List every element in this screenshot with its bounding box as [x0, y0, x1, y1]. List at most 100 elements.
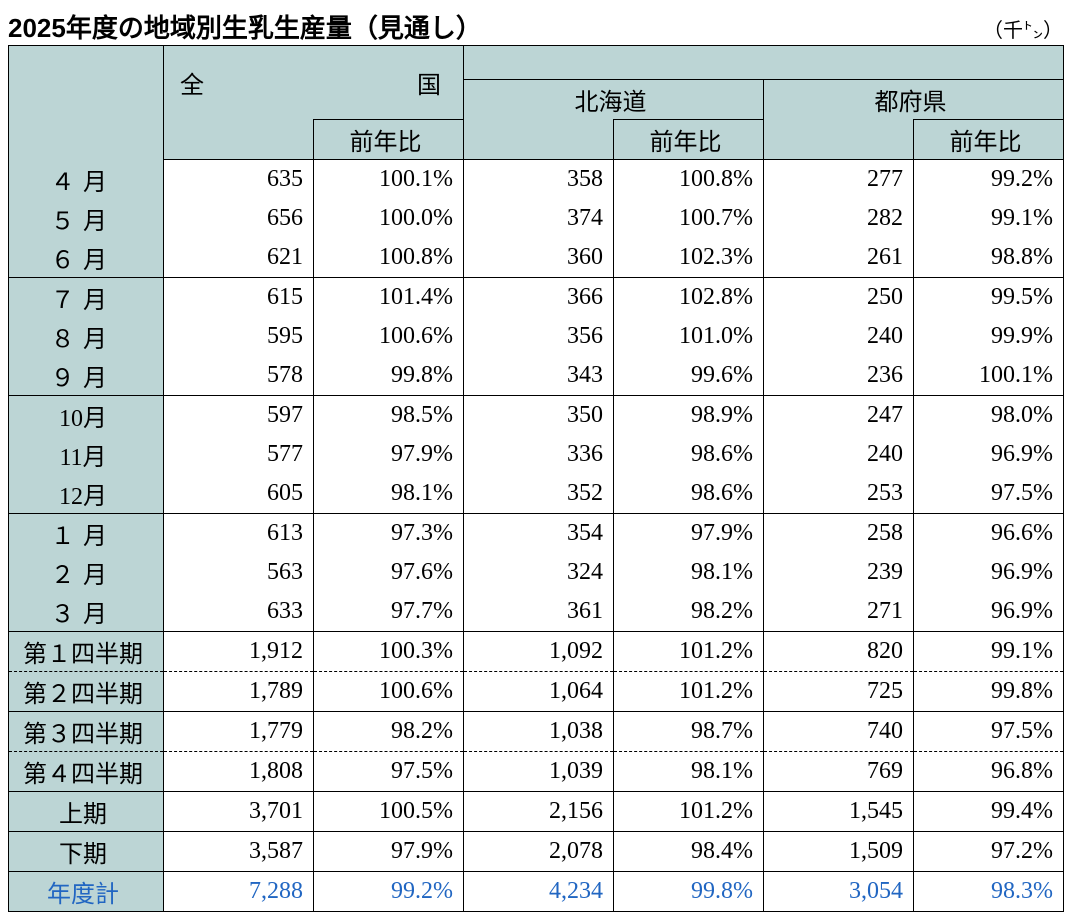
cell: 356	[464, 317, 614, 356]
cell: 250	[764, 277, 914, 317]
cell: 98.7%	[614, 711, 764, 751]
cell: 7,288	[164, 871, 314, 911]
cell: 97.9%	[614, 513, 764, 553]
row-label: ７月	[9, 277, 164, 317]
cell: 563	[164, 553, 314, 592]
cell: 99.8%	[914, 671, 1064, 711]
cell: 101.2%	[614, 671, 764, 711]
row-label: ４月	[9, 160, 164, 199]
cell: 99.6%	[614, 356, 764, 396]
cell: 282	[764, 199, 914, 238]
cell: 98.1%	[614, 751, 764, 791]
row-label: 12月	[9, 474, 164, 514]
cell: 358	[464, 160, 614, 199]
cell: 360	[464, 238, 614, 278]
cell: 1,064	[464, 671, 614, 711]
cell: 605	[164, 474, 314, 514]
cell: 374	[464, 199, 614, 238]
cell: 1,092	[464, 631, 614, 671]
cell: 100.6%	[314, 671, 464, 711]
row-label: ６月	[9, 238, 164, 278]
cell: 2,156	[464, 791, 614, 831]
cell: 102.8%	[614, 277, 764, 317]
row-label: ３月	[9, 592, 164, 632]
row-h2: 下期 3,587 97.9% 2,078 98.4% 1,509 97.2%	[9, 831, 1064, 871]
cell: 100.5%	[314, 791, 464, 831]
cell: 366	[464, 277, 614, 317]
header-pref-val	[764, 120, 914, 160]
row-label: ５月	[9, 199, 164, 238]
row-q4: 第４四半期 1,808 97.5% 1,039 98.1% 769 96.8%	[9, 751, 1064, 791]
cell: 100.0%	[314, 199, 464, 238]
cell: 96.8%	[914, 751, 1064, 791]
cell: 98.2%	[614, 592, 764, 632]
cell: 98.4%	[614, 831, 764, 871]
cell: 98.1%	[314, 474, 464, 514]
row-m7: ７月 615 101.4% 366 102.8% 250 99.5%	[9, 277, 1064, 317]
cell: 613	[164, 513, 314, 553]
cell: 101.0%	[614, 317, 764, 356]
cell: 271	[764, 592, 914, 632]
cell: 1,779	[164, 711, 314, 751]
cell: 99.1%	[914, 199, 1064, 238]
header-blank	[9, 46, 164, 160]
row-label: 11月	[9, 435, 164, 474]
cell: 820	[764, 631, 914, 671]
header-pref-yoy: 前年比	[914, 120, 1064, 160]
cell: 97.2%	[914, 831, 1064, 871]
cell: 633	[164, 592, 314, 632]
cell: 1,038	[464, 711, 614, 751]
row-label: 第４四半期	[9, 751, 164, 791]
cell: 100.1%	[314, 160, 464, 199]
row-label: 10月	[9, 395, 164, 435]
row-m11: 11月 577 97.9% 336 98.6% 240 96.9%	[9, 435, 1064, 474]
cell: 1,789	[164, 671, 314, 711]
header-hokkaido: 北海道	[464, 80, 764, 120]
cell: 97.3%	[314, 513, 464, 553]
cell: 615	[164, 277, 314, 317]
row-m10: 10月 597 98.5% 350 98.9% 247 98.0%	[9, 395, 1064, 435]
row-total: 年度計 7,288 99.2% 4,234 99.8% 3,054 98.3%	[9, 871, 1064, 911]
cell: 239	[764, 553, 914, 592]
cell: 769	[764, 751, 914, 791]
cell: 98.2%	[314, 711, 464, 751]
cell: 4,234	[464, 871, 614, 911]
header-hokkaido-yoy: 前年比	[614, 120, 764, 160]
milk-production-table: 全 国 北海道 都府県 前年比 前年比 前年比 ４月 635 100.1% 35…	[8, 45, 1064, 912]
cell: 361	[464, 592, 614, 632]
cell: 100.1%	[914, 356, 1064, 396]
row-m4: ４月 635 100.1% 358 100.8% 277 99.2%	[9, 160, 1064, 199]
cell: 99.1%	[914, 631, 1064, 671]
cell: 100.8%	[614, 160, 764, 199]
cell: 97.5%	[914, 474, 1064, 514]
cell: 98.5%	[314, 395, 464, 435]
row-label: 第３四半期	[9, 711, 164, 751]
row-m2: ２月 563 97.6% 324 98.1% 239 96.9%	[9, 553, 1064, 592]
row-m6: ６月 621 100.8% 360 102.3% 261 98.8%	[9, 238, 1064, 278]
unit-label: （千㌧）	[983, 14, 1063, 43]
cell: 96.6%	[914, 513, 1064, 553]
row-label: 第１四半期	[9, 631, 164, 671]
cell: 100.7%	[614, 199, 764, 238]
cell: 1,912	[164, 631, 314, 671]
cell: 98.8%	[914, 238, 1064, 278]
cell: 236	[764, 356, 914, 396]
cell: 253	[764, 474, 914, 514]
cell: 100.3%	[314, 631, 464, 671]
cell: 97.7%	[314, 592, 464, 632]
row-label: ２月	[9, 553, 164, 592]
cell: 261	[764, 238, 914, 278]
cell: 1,039	[464, 751, 614, 791]
row-m12: 12月 605 98.1% 352 98.6% 253 97.5%	[9, 474, 1064, 514]
cell: 1,545	[764, 791, 914, 831]
cell: 100.6%	[314, 317, 464, 356]
row-q2: 第２四半期 1,789 100.6% 1,064 101.2% 725 99.8…	[9, 671, 1064, 711]
row-label: 第２四半期	[9, 671, 164, 711]
row-label: 年度計	[9, 871, 164, 911]
cell: 102.3%	[614, 238, 764, 278]
cell: 97.9%	[314, 831, 464, 871]
cell: 99.8%	[614, 871, 764, 911]
row-label: 上期	[9, 791, 164, 831]
cell: 3,587	[164, 831, 314, 871]
cell: 96.9%	[914, 592, 1064, 632]
